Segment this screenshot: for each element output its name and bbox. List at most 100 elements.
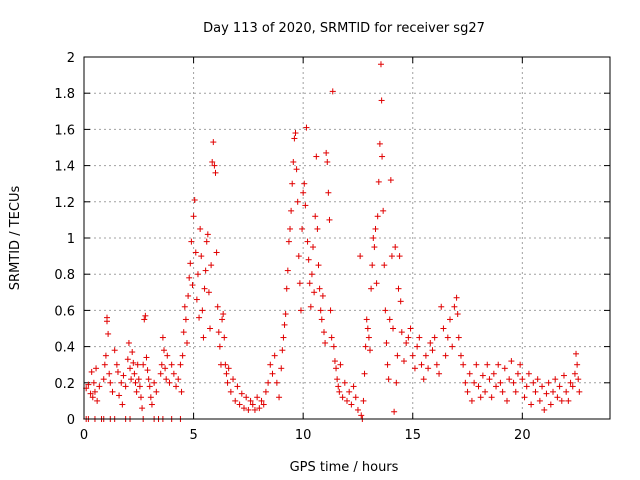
data-point	[136, 383, 143, 390]
data-point	[539, 383, 546, 390]
data-point	[447, 316, 454, 323]
data-point	[87, 390, 94, 397]
data-point	[96, 383, 103, 390]
data-point	[91, 388, 98, 395]
data-point	[453, 294, 460, 301]
data-point	[569, 383, 576, 390]
data-point	[378, 97, 385, 104]
data-point	[185, 292, 192, 299]
data-point	[144, 367, 151, 374]
data-point	[294, 198, 301, 205]
data-point	[350, 383, 357, 390]
data-point	[575, 376, 582, 383]
data-point	[322, 339, 329, 346]
data-point	[381, 262, 388, 269]
data-point	[129, 349, 136, 356]
data-point	[224, 379, 231, 386]
data-point	[302, 202, 309, 209]
data-point	[454, 311, 461, 318]
data-point	[541, 406, 548, 413]
data-point	[390, 325, 397, 332]
data-point	[376, 140, 383, 147]
data-point	[295, 253, 302, 260]
data-point	[379, 153, 386, 160]
data-point	[375, 178, 382, 185]
data-point	[142, 312, 149, 319]
data-point	[310, 244, 317, 251]
data-point	[223, 370, 230, 377]
data-point	[173, 383, 180, 390]
x-axis-label: GPS time / hours	[290, 460, 399, 475]
data-point	[436, 370, 443, 377]
data-point	[143, 354, 150, 361]
data-point	[311, 289, 318, 296]
data-point	[130, 359, 137, 366]
data-point	[188, 238, 195, 245]
data-point	[479, 372, 486, 379]
data-point	[132, 379, 139, 386]
y-tick-label: 0.4	[54, 341, 75, 356]
data-point	[273, 379, 280, 386]
data-point	[158, 361, 165, 368]
data-point	[94, 397, 101, 404]
data-point	[392, 244, 399, 251]
data-point	[369, 262, 376, 269]
data-point	[120, 372, 127, 379]
x-tick-label: 5	[189, 428, 197, 443]
data-point	[164, 352, 171, 359]
data-point	[146, 383, 153, 390]
data-point	[196, 314, 203, 321]
data-point	[111, 347, 118, 354]
data-point	[364, 325, 371, 332]
data-point	[113, 361, 120, 368]
data-point	[247, 397, 254, 404]
data-point	[306, 280, 313, 287]
data-point	[124, 356, 131, 363]
data-point	[574, 361, 581, 368]
data-point	[508, 358, 515, 365]
data-point	[216, 343, 223, 350]
data-point	[397, 298, 404, 305]
data-point	[477, 394, 484, 401]
data-point	[104, 318, 111, 325]
data-point	[560, 372, 567, 379]
data-point	[336, 388, 343, 395]
data-point	[400, 358, 407, 365]
data-point	[486, 376, 493, 383]
data-point	[490, 370, 497, 377]
data-point	[372, 225, 379, 232]
y-tick-label: 1.6	[54, 123, 75, 138]
data-point	[329, 88, 336, 95]
data-point	[219, 316, 226, 323]
data-point	[387, 177, 394, 184]
data-point	[418, 361, 425, 368]
data-point	[278, 365, 285, 372]
data-point	[141, 316, 148, 323]
data-point	[114, 368, 121, 375]
data-point	[301, 180, 308, 187]
data-point	[221, 334, 228, 341]
plot-frame	[83, 56, 611, 420]
data-point	[314, 225, 321, 232]
data-point	[475, 383, 482, 390]
data-point	[499, 388, 506, 395]
data-point	[405, 334, 412, 341]
data-point	[346, 388, 353, 395]
data-point	[333, 365, 340, 372]
data-point	[93, 365, 100, 372]
data-point	[341, 379, 348, 386]
data-point	[122, 383, 129, 390]
data-point	[199, 307, 206, 314]
data-point	[251, 406, 258, 413]
data-point	[385, 376, 392, 383]
data-point	[393, 379, 400, 386]
data-point	[189, 282, 196, 289]
y-tick-label: 0.6	[54, 304, 75, 319]
data-point	[291, 135, 298, 142]
data-point	[556, 383, 563, 390]
data-point	[442, 352, 449, 359]
data-point	[371, 244, 378, 251]
data-point	[107, 379, 114, 386]
data-point	[296, 280, 303, 287]
data-point	[105, 330, 112, 337]
